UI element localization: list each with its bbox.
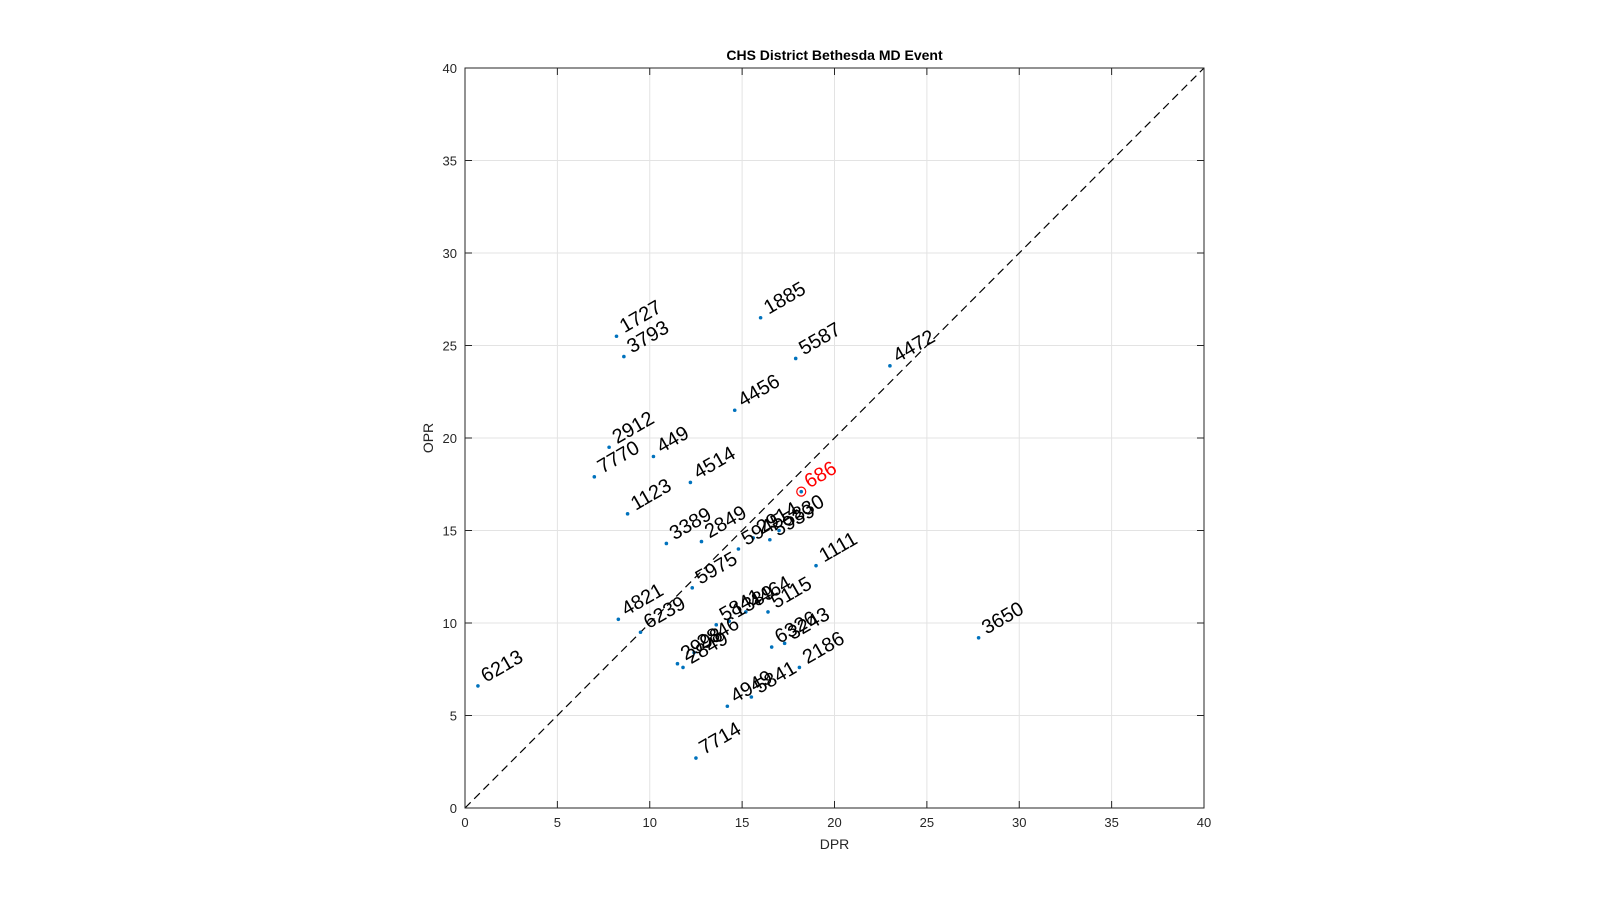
x-tick-label: 30 <box>1012 815 1026 830</box>
y-tick-label: 25 <box>443 339 457 354</box>
data-point <box>699 539 704 544</box>
data-point <box>625 512 630 516</box>
data-point <box>797 665 802 670</box>
x-tick-label: 0 <box>461 815 468 830</box>
data-point <box>690 586 695 590</box>
x-tick-label: 25 <box>920 815 934 830</box>
y-tick-label: 30 <box>443 246 457 261</box>
data-point <box>675 661 680 666</box>
x-tick-label: 40 <box>1197 815 1211 830</box>
data-point <box>622 354 626 359</box>
data-point <box>651 454 656 459</box>
data-point <box>751 536 756 540</box>
x-tick-label: 35 <box>1104 815 1118 830</box>
x-tick-label: 5 <box>554 815 561 830</box>
data-point <box>736 547 741 551</box>
data-point <box>714 623 719 627</box>
data-point <box>744 610 748 614</box>
y-tick-label: 5 <box>450 709 457 724</box>
data-point <box>814 563 818 568</box>
data-point <box>725 704 730 709</box>
x-tick-label: 20 <box>827 815 841 830</box>
data-point <box>793 356 798 361</box>
data-point <box>607 445 611 450</box>
y-tick-label: 40 <box>443 61 457 76</box>
data-point <box>888 364 892 368</box>
data-point <box>694 756 698 760</box>
chart-title: CHS District Bethesda MD Event <box>726 47 943 63</box>
data-point <box>727 619 731 623</box>
x-axis-label: DPR <box>820 836 850 852</box>
data-point <box>758 315 763 320</box>
data-points <box>476 315 981 760</box>
y-tick-label: 0 <box>450 801 457 816</box>
x-tick-label: 10 <box>643 815 657 830</box>
data-point <box>766 610 770 614</box>
gridlines <box>464 67 1205 809</box>
y-tick-label: 10 <box>443 616 457 631</box>
y-tick-label: 15 <box>443 524 457 539</box>
data-point <box>592 475 597 479</box>
data-point <box>782 641 787 646</box>
data-point <box>681 665 685 670</box>
data-point <box>799 489 804 494</box>
data-point <box>769 645 774 649</box>
data-point <box>664 541 669 546</box>
data-point <box>749 695 754 699</box>
data-point <box>777 528 781 533</box>
data-point <box>614 334 619 339</box>
data-point <box>616 617 621 622</box>
x-tick-label: 15 <box>735 815 749 830</box>
data-point <box>976 636 981 640</box>
data-point <box>768 537 772 542</box>
axis-ticks: 0 5 10 15 20 25 30 35 40 0 5 10 15 20 25 30 35 40 <box>443 61 1212 830</box>
highlight-point-ring <box>796 486 807 497</box>
data-point <box>476 684 480 688</box>
y-tick-label: 35 <box>443 154 457 169</box>
y-tick-label: 20 <box>443 431 457 446</box>
data-point <box>732 408 737 413</box>
data-point <box>692 650 696 655</box>
y-axis-label: OPR <box>420 423 436 453</box>
data-point <box>688 480 693 485</box>
diagonal-reference-line <box>464 67 1205 809</box>
data-point <box>638 630 643 635</box>
